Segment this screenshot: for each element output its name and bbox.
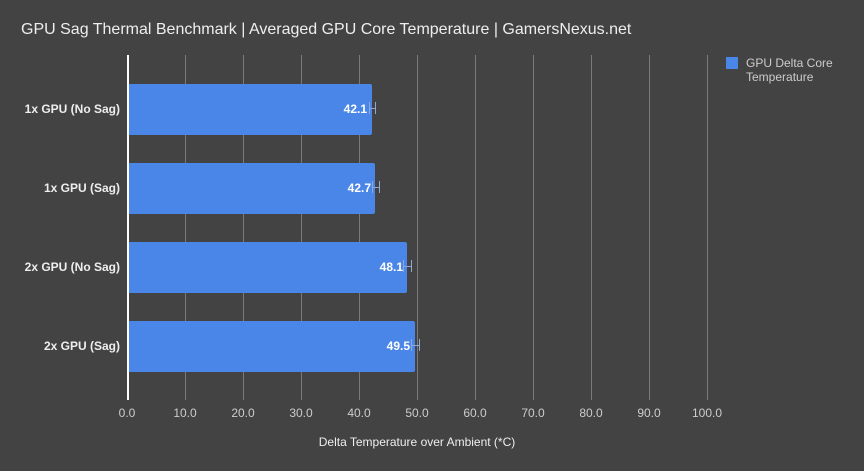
error-bar — [403, 260, 412, 272]
bar-value-label: 49.5 — [386, 339, 410, 353]
y-axis-line — [127, 55, 129, 400]
bar-1x-sag — [128, 163, 375, 214]
x-tick-label: 100.0 — [691, 406, 723, 420]
x-tick-label: 50.0 — [405, 406, 429, 420]
gridline — [649, 55, 650, 400]
category-label: 1x GPU (Sag) — [43, 181, 120, 195]
bar-value-label: 42.7 — [347, 181, 371, 195]
bar-value-label: 42.1 — [343, 102, 367, 116]
plot-area: 42.1 42.7 48.1 49.5 — [127, 55, 708, 400]
x-tick-label: 20.0 — [231, 406, 255, 420]
gridline — [475, 55, 476, 400]
error-bar — [369, 102, 376, 114]
gridline — [591, 55, 592, 400]
chart-title: GPU Sag Thermal Benchmark | Averaged GPU… — [21, 21, 632, 38]
x-tick-label: 30.0 — [289, 406, 313, 420]
x-tick-label: 40.0 — [347, 406, 371, 420]
bar-1x-no-sag — [128, 84, 372, 135]
gridline — [359, 55, 360, 400]
x-tick-label: 80.0 — [579, 406, 603, 420]
bar-2x-sag — [128, 321, 415, 372]
x-tick-label: 60.0 — [463, 406, 487, 420]
gridline — [301, 55, 302, 400]
category-label: 1x GPU (No Sag) — [24, 102, 120, 116]
gridline — [707, 55, 708, 400]
x-tick-label: 10.0 — [173, 406, 197, 420]
gridline — [185, 55, 186, 400]
x-tick-label: 90.0 — [637, 406, 661, 420]
category-label: 2x GPU (No Sag) — [24, 260, 120, 274]
category-label: 2x GPU (Sag) — [43, 339, 120, 353]
x-axis-title: Delta Temperature over Ambient (*C) — [318, 435, 516, 449]
gridline — [533, 55, 534, 400]
x-tick-label: 0.0 — [118, 406, 136, 420]
x-tick-label: 70.0 — [521, 406, 545, 420]
legend-label: GPU Delta Core Temperature — [746, 56, 833, 84]
bar-2x-no-sag — [128, 242, 407, 293]
error-bar — [411, 339, 420, 351]
bar-value-label: 48.1 — [379, 260, 403, 274]
gridline — [417, 55, 418, 400]
gridline — [243, 55, 244, 400]
legend-swatch — [726, 57, 738, 69]
error-bar — [372, 181, 380, 193]
